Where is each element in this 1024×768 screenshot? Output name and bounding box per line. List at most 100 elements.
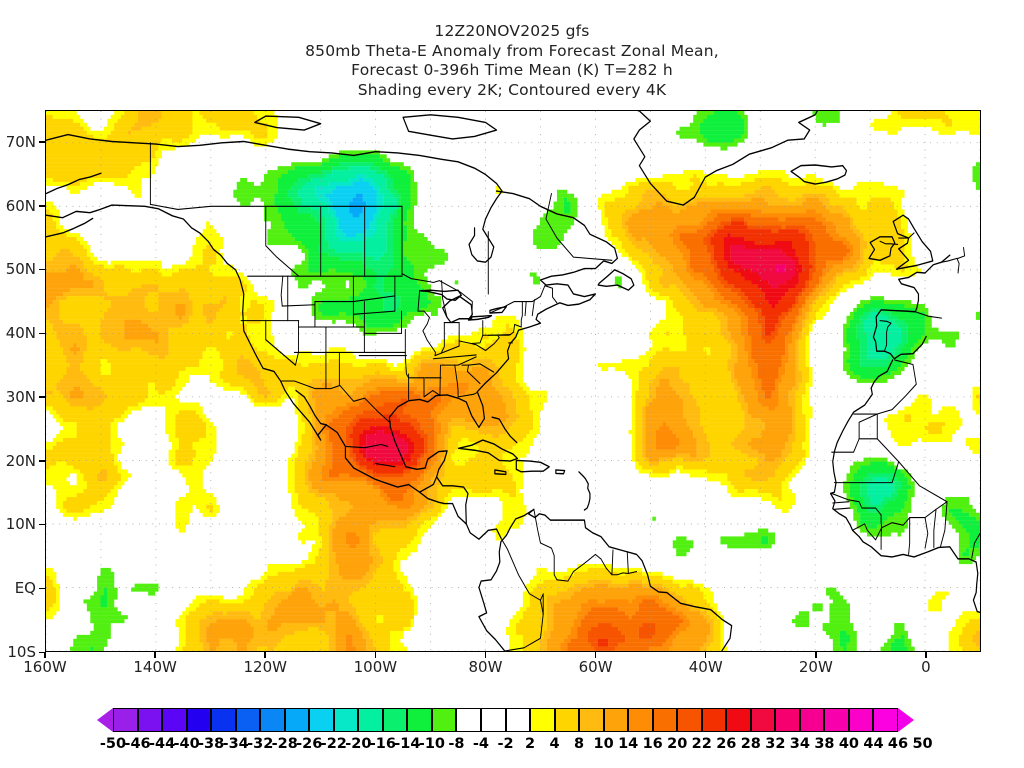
colorbar-under-arrow [97, 708, 113, 732]
colorbar-tick-label: -8 [448, 736, 465, 752]
political-border [924, 517, 929, 549]
lon-label-20W: 20W [798, 658, 833, 676]
colorbar-cell-0[interactable] [113, 708, 138, 732]
colorbar-cell-31[interactable] [873, 708, 898, 732]
colorbar-cell-26[interactable] [750, 708, 776, 732]
coastline [578, 471, 591, 511]
colorbar-cell-11[interactable] [382, 708, 408, 732]
colorbar-cell-24[interactable] [701, 708, 727, 732]
colorbar-cell-3[interactable] [186, 708, 212, 732]
title-line-shading: Shading every 2K; Contoured every 4K [357, 80, 667, 99]
colorbar-cell-9[interactable] [333, 708, 359, 732]
colorbar-tick-label: -40 [173, 736, 200, 752]
colorbar-cells[interactable]: -50 -46 -44 -40 -38 -34 -32 -28 -26 -22 -20 -16 -14-… [0, 708, 1024, 752]
political-border [939, 501, 948, 548]
colorbar-tick-label: 10 [593, 736, 614, 752]
political-border [533, 508, 558, 581]
colorbar-tick-label: 46 [887, 736, 909, 752]
colorbar-cell-2[interactable] [162, 708, 187, 732]
political-border [487, 334, 511, 336]
political-border [149, 203, 403, 211]
title-line-variable: 850mb Theta-E Anomaly from Forecast Zona… [305, 41, 719, 60]
colorbar-cell-6[interactable] [260, 708, 285, 732]
map-plot-area[interactable] [45, 110, 981, 652]
political-border [265, 205, 300, 277]
colorbar-tick-label: 38 [814, 736, 835, 752]
coastline [515, 459, 550, 473]
lon-label-0: 0 [921, 658, 931, 676]
colorbar-cell-18[interactable] [554, 708, 580, 732]
political-border [441, 280, 448, 319]
political-border [545, 193, 613, 261]
colorbar-cell-7[interactable] [284, 708, 310, 732]
coastline [239, 190, 618, 493]
colorbar-cell-8[interactable] [309, 708, 334, 732]
colorbar-tick-label: 22 [691, 736, 712, 752]
lon-tick [704, 652, 707, 658]
colorbar-tick-label: 28 [740, 736, 761, 752]
colorbar-tick-label: -22 [320, 736, 347, 752]
political-border [556, 553, 602, 582]
political-border [352, 295, 396, 303]
colorbar-tick-label: 8 [574, 736, 585, 752]
colorbar-cell-14[interactable] [456, 708, 481, 732]
colorbar-tick-label: -16 [369, 736, 396, 752]
lat-tick [39, 460, 45, 462]
political-border [876, 438, 948, 503]
lon-tick [374, 652, 377, 658]
colorbar-tick-label: -34 [222, 736, 249, 752]
political-border [434, 345, 460, 357]
colorbar-cell-23[interactable] [677, 708, 702, 732]
political-border [833, 507, 851, 510]
lat-label-40N: 40N [5, 324, 36, 343]
lon-label-160W: 160W [23, 658, 67, 676]
coastline [46, 172, 102, 195]
colorbar-cell-20[interactable] [603, 708, 629, 732]
colorbar-cell-1[interactable] [137, 708, 163, 732]
colorbar-cell-17[interactable] [530, 708, 555, 732]
colorbar-cell-12[interactable] [407, 708, 432, 732]
lat-label-10N: 10N [5, 515, 36, 534]
colorbar-cell-27[interactable] [775, 708, 800, 732]
coastline [633, 111, 818, 206]
political-border [432, 389, 440, 396]
colorbar-cell-29[interactable] [824, 708, 849, 732]
lat-tick [39, 523, 45, 526]
colorbar-cell-15[interactable] [480, 708, 506, 732]
colorbar-cell-25[interactable] [726, 708, 751, 732]
colorbar-cell-10[interactable] [358, 708, 383, 732]
lon-tick [154, 652, 156, 658]
political-border [861, 507, 883, 529]
colorbar-cell-19[interactable] [579, 708, 604, 732]
colorbar-cell-16[interactable] [505, 708, 531, 732]
colorbar-cell-22[interactable] [652, 708, 678, 732]
political-border [352, 310, 396, 315]
coastline [491, 416, 518, 444]
lon-label-120W: 120W [243, 658, 287, 676]
lat-tick [39, 587, 45, 590]
colorbar-cell-4[interactable] [211, 708, 236, 732]
coastline [494, 469, 507, 476]
colorbar-cell-28[interactable] [799, 708, 825, 732]
colorbar[interactable]: -50 -46 -44 -40 -38 -34 -32 -28 -26 -22 -20 -16 -14-… [0, 700, 1024, 760]
lon-tick [925, 652, 927, 658]
colorbar-cell-5[interactable] [235, 708, 261, 732]
political-border [879, 320, 892, 352]
colorbar-tick-label: -46 [124, 736, 151, 752]
colorbar-tick-label: 2 [524, 736, 536, 752]
colorbar-tick-label: 20 [667, 736, 688, 752]
colorbar-cell-13[interactable] [431, 708, 457, 732]
political-border-layer [149, 142, 980, 651]
coastline [295, 389, 327, 426]
coastline [46, 204, 241, 281]
colorbar-tick-label: 40 [838, 736, 860, 752]
lat-label-70N: 70N [5, 132, 36, 151]
political-border [858, 413, 878, 440]
colorbar-cell-21[interactable] [628, 708, 653, 732]
coastline [872, 254, 951, 360]
political-border [626, 551, 629, 575]
colorbar-cell-30[interactable] [848, 708, 874, 732]
colorbar-tick-label: -26 [296, 736, 323, 752]
coastline [892, 214, 934, 270]
political-border [422, 310, 430, 341]
